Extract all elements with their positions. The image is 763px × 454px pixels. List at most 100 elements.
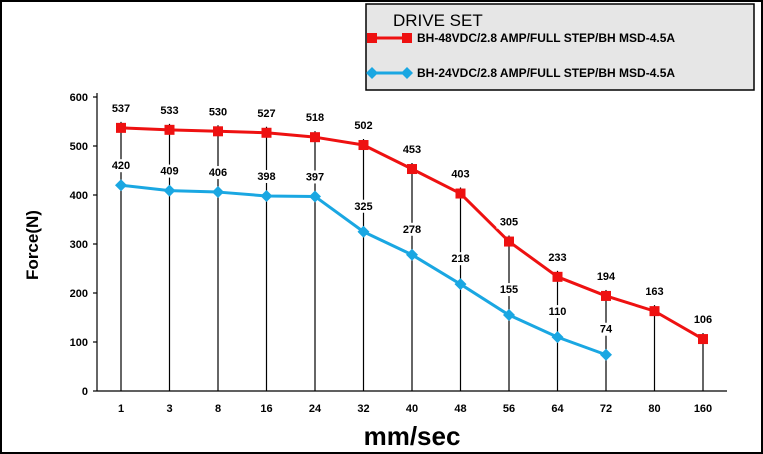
x-axis-title: mm/sec: [364, 421, 461, 451]
x-tick-label: 48: [454, 403, 466, 415]
legend-box: [365, 3, 755, 91]
series-2: [115, 179, 612, 361]
data-label-bg: [642, 285, 667, 299]
data-point: [310, 132, 320, 143]
y-tick-label: 400: [70, 190, 88, 202]
legend-label: BH-24VDC/2.8 AMP/FULL STEP/BH MSD-4.5A: [417, 66, 675, 80]
data-label: 233: [545, 250, 570, 264]
data-label: 406: [205, 166, 231, 180]
data-label-text: 74: [600, 324, 613, 336]
legend-marker-end: [402, 33, 412, 43]
x-tick-label: 3: [166, 403, 172, 415]
data-label-text: 233: [548, 252, 566, 264]
data-label-bg: [545, 250, 570, 264]
data-label-text: 305: [500, 217, 518, 229]
data-label: 409: [157, 164, 182, 178]
data-label: 155: [496, 283, 522, 297]
data-label-bg: [351, 119, 376, 133]
data-label: 194: [593, 269, 619, 283]
data-label-bg: [302, 111, 328, 125]
data-point: [357, 225, 370, 238]
data-label: 305: [496, 215, 522, 229]
data-label-bg: [593, 269, 619, 283]
series-layer: [115, 122, 708, 361]
data-label-bg: [399, 143, 425, 157]
x-tick-label: 56: [503, 403, 515, 415]
data-label-bg: [496, 283, 522, 297]
data-point: [261, 127, 272, 138]
data-label: 163: [642, 285, 667, 299]
data-point: [454, 278, 467, 291]
data-label-bg: [108, 101, 134, 115]
legend: DRIVE SET BH-48VDC/2.8 AMP/FULL STEP/BH …: [365, 3, 755, 91]
data-label: 527: [254, 106, 279, 120]
data-label-text: 502: [354, 120, 372, 132]
legend-marker-start: [366, 67, 378, 79]
y-tick-label: 100: [70, 337, 88, 349]
data-label-text: 155: [500, 284, 518, 296]
data-label-bg: [690, 313, 716, 327]
legend-label: BH-48VDC/2.8 AMP/FULL STEP/BH MSD-4.5A: [417, 31, 675, 45]
data-label-bg: [205, 105, 231, 119]
data-label-bg: [545, 305, 570, 319]
data-label: 518: [302, 111, 328, 125]
x-tick-label: 24: [309, 403, 322, 415]
data-label-text: 518: [306, 112, 324, 124]
legend-title: DRIVE SET: [393, 11, 483, 30]
data-label-text: 409: [160, 166, 178, 178]
data-label-text: 530: [209, 106, 227, 118]
x-tick-label: 80: [648, 403, 660, 415]
data-label-text: 398: [257, 171, 275, 183]
data-label: 398: [254, 169, 279, 183]
x-tick-label: 160: [694, 403, 712, 415]
x-tick-label: 8: [215, 403, 221, 415]
data-label: 537: [108, 101, 134, 115]
data-point: [406, 248, 418, 261]
data-label-text: 218: [451, 253, 469, 265]
data-label: 325: [351, 199, 376, 213]
data-point: [552, 271, 563, 282]
data-label-bg: [448, 252, 473, 266]
x-tick-label: 64: [551, 403, 564, 415]
y-axis-title: Force(N): [23, 210, 42, 280]
data-label-text: 537: [112, 103, 130, 115]
data-point: [455, 188, 466, 199]
data-label-text: 403: [451, 169, 469, 181]
data-point: [407, 164, 417, 175]
data-point: [600, 348, 612, 361]
data-label: 530: [205, 105, 231, 119]
data-label-text: 533: [160, 105, 178, 117]
data-point: [551, 331, 564, 344]
legend-item-1: BH-48VDC/2.8 AMP/FULL STEP/BH MSD-4.5A: [367, 31, 675, 45]
data-label: 106: [690, 313, 716, 327]
data-label: 453: [399, 143, 425, 157]
data-label: 403: [448, 167, 473, 181]
data-label-text: 406: [209, 167, 227, 179]
y-tick-label: 600: [70, 92, 88, 104]
series-1: [116, 122, 708, 345]
data-label: 397: [302, 170, 328, 184]
y-tick-label: 300: [70, 239, 88, 251]
data-label: 74: [597, 322, 615, 336]
data-point: [698, 334, 708, 345]
data-point: [309, 190, 321, 203]
data-point: [164, 124, 175, 135]
x-tick-label: 72: [600, 403, 612, 415]
data-label: 278: [399, 222, 425, 236]
x-tick-labels: 1 3 8 16 24 32 40 48 56 64 72 80 160: [118, 403, 712, 415]
data-label: 420: [108, 159, 134, 173]
legend-marker-end: [401, 67, 413, 79]
data-point: [212, 186, 224, 199]
data-point: [649, 306, 660, 317]
data-point: [358, 140, 369, 151]
axes: [93, 93, 727, 392]
x-tick-label: 32: [357, 403, 369, 415]
data-point: [116, 122, 126, 133]
x-tick-label: 16: [260, 403, 272, 415]
data-label-text: 397: [306, 171, 324, 183]
legend-item-2: BH-24VDC/2.8 AMP/FULL STEP/BH MSD-4.5A: [366, 66, 675, 80]
y-tick-label: 200: [70, 288, 88, 300]
data-label-bg: [597, 322, 615, 336]
data-label-text: 278: [403, 224, 421, 236]
